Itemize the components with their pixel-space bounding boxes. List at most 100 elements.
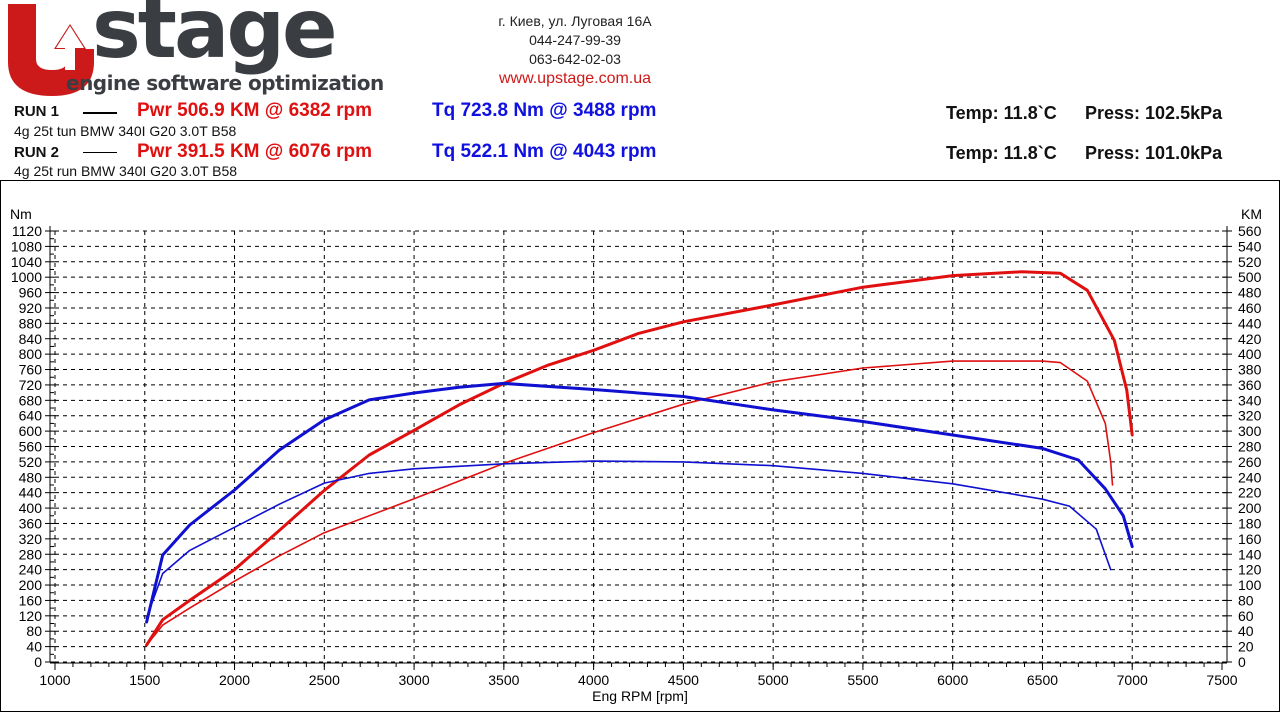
run1-description: 4g 25t tun BMW 340I G20 3.0T B58 (14, 123, 237, 139)
x-tick-label: 4500 (668, 672, 699, 688)
y-right-tick-label: 0 (1238, 654, 1246, 670)
y-left-tick-label: 600 (19, 423, 43, 439)
y-left-tick-label: 800 (19, 346, 43, 362)
y-right-tick-label: 140 (1238, 546, 1262, 562)
run2-temp: Temp: 11.8`C (946, 143, 1057, 163)
y-left-tick-label: 360 (19, 515, 43, 531)
y-left-tick-label: 280 (19, 546, 43, 562)
run1-press: Press: 102.5kPa (1085, 103, 1223, 123)
y-left-tick-label: 840 (19, 331, 43, 347)
axes: 0408012016020024028032036040044048052056… (11, 223, 1262, 688)
y-right-tick-label: 160 (1238, 531, 1262, 547)
logo-tagline: engine software optimization (66, 71, 384, 95)
y-left-tick-label: 640 (19, 408, 43, 424)
y-right-tick-label: 540 (1238, 238, 1262, 254)
run2-torque-peak: Tq 522.1 Nm @ 4043 rpm (432, 141, 657, 162)
y-right-tick-label: 120 (1238, 562, 1262, 578)
y-right-label: KM (1241, 206, 1262, 222)
y-right-tick-label: 40 (1238, 623, 1254, 639)
logo-wordmark: stage (92, 0, 338, 77)
y-right-tick-label: 280 (1238, 439, 1262, 455)
y-left-tick-label: 400 (19, 500, 43, 516)
phone-2: 063-642-02-03 (529, 51, 621, 67)
run2-line-swatch (83, 152, 117, 153)
run1-power-peak: Pwr 506.9 KM @ 6382 rpm (137, 100, 373, 121)
y-left-tick-label: 680 (19, 392, 43, 408)
y-left-tick-label: 480 (19, 469, 43, 485)
run2-power-peak: Pwr 391.5 KM @ 6076 rpm (137, 141, 373, 162)
phone-1: 044-247-99-39 (529, 32, 621, 48)
x-tick-label: 5500 (847, 672, 878, 688)
address: г. Киев, ул. Луговая 16А (498, 13, 652, 29)
y-left-tick-label: 440 (19, 485, 43, 501)
run1-label: RUN 1 (14, 103, 60, 120)
x-tick-label: 7000 (1117, 672, 1148, 688)
y-right-tick-label: 480 (1238, 285, 1262, 301)
run1-power-curve (145, 270, 1134, 647)
y-right-tick-label: 200 (1238, 500, 1262, 516)
y-right-tick-label: 520 (1238, 254, 1262, 270)
y-left-tick-label: 40 (26, 639, 42, 655)
y-right-tick-label: 260 (1238, 454, 1262, 470)
x-tick-label: 2000 (219, 672, 250, 688)
y-right-tick-label: 100 (1238, 577, 1262, 593)
y-right-tick-label: 60 (1238, 608, 1254, 624)
y-left-tick-label: 1040 (11, 254, 42, 270)
x-tick-label: 2500 (309, 672, 340, 688)
x-tick-label: 7500 (1206, 672, 1237, 688)
y-right-tick-label: 380 (1238, 362, 1262, 378)
y-right-tick-label: 420 (1238, 331, 1262, 347)
x-tick-label: 4000 (578, 672, 609, 688)
contact-block: г. Киев, ул. Луговая 16А 044-247-99-39 0… (440, 12, 710, 88)
y-left-tick-label: 240 (19, 562, 43, 578)
y-left-tick-label: 1000 (11, 269, 42, 285)
y-right-tick-label: 180 (1238, 515, 1262, 531)
run2-press: Press: 101.0kPa (1085, 143, 1223, 163)
y-right-tick-label: 20 (1238, 639, 1254, 655)
y-left-tick-label: 200 (19, 577, 43, 593)
x-tick-label: 1500 (129, 672, 160, 688)
x-tick-label: 6000 (937, 672, 968, 688)
y-left-tick-label: 80 (26, 623, 42, 639)
y-left-label: Nm (10, 206, 32, 222)
x-axis-label: Eng RPM [rpm] (592, 688, 688, 704)
x-tick-label: 6500 (1027, 672, 1058, 688)
y-left-tick-label: 560 (19, 439, 43, 455)
y-right-tick-label: 360 (1238, 377, 1262, 393)
y-right-tick-label: 240 (1238, 469, 1262, 485)
run2-description: 4g 25t run BMW 340I G20 3.0T B58 (14, 163, 238, 179)
y-left-tick-label: 0 (34, 654, 42, 670)
y-right-tick-label: 340 (1238, 392, 1262, 408)
run2-power-curve (145, 360, 1114, 646)
run1-temp: Temp: 11.8`C (946, 103, 1057, 123)
x-tick-label: 3500 (488, 672, 519, 688)
x-tick-label: 1000 (39, 672, 70, 688)
y-left-tick-label: 160 (19, 592, 43, 608)
y-right-tick-label: 220 (1238, 485, 1262, 501)
run1-line-swatch (83, 112, 117, 114)
y-left-tick-label: 120 (19, 608, 43, 624)
y-left-tick-label: 1080 (11, 238, 42, 254)
website-link[interactable]: www.upstage.com.ua (498, 70, 652, 87)
y-left-tick-label: 920 (19, 300, 43, 316)
y-left-tick-label: 1120 (12, 223, 42, 239)
x-tick-label: 3000 (398, 672, 429, 688)
y-left-tick-label: 880 (19, 315, 43, 331)
run1-torque-peak: Tq 723.8 Nm @ 3488 rpm (432, 100, 657, 121)
y-left-tick-label: 720 (19, 377, 43, 393)
run2-torque-curve (145, 460, 1112, 619)
y-left-tick-label: 520 (19, 454, 43, 470)
series (145, 270, 1134, 647)
y-left-tick-label: 760 (19, 362, 43, 378)
y-right-tick-label: 500 (1238, 269, 1262, 285)
y-right-tick-label: 460 (1238, 300, 1262, 316)
grid (54, 230, 1227, 663)
x-tick-label: 5000 (758, 672, 789, 688)
y-right-tick-label: 80 (1238, 592, 1254, 608)
run1-torque-curve (145, 381, 1134, 624)
y-right-tick-label: 400 (1238, 346, 1262, 362)
y-right-tick-label: 440 (1238, 315, 1262, 331)
y-left-tick-label: 320 (19, 531, 43, 547)
logo-up-mark (8, 4, 98, 101)
